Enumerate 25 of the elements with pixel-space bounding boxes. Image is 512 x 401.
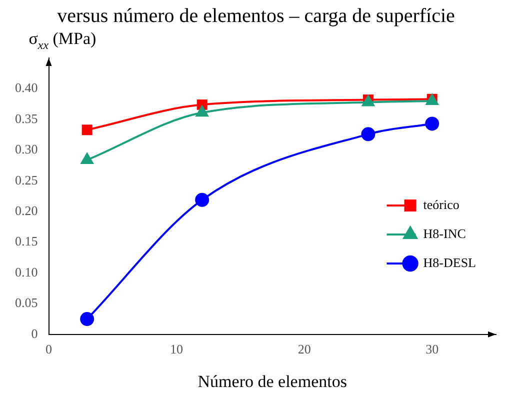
point [425, 116, 440, 131]
point [195, 192, 210, 207]
x-tick-label: 30 [426, 342, 439, 357]
y-tick-label: 0.10 [15, 264, 38, 280]
y-tick-label: 0.30 [15, 142, 38, 157]
y-tick-label: 0.05 [15, 295, 38, 310]
x-tick-label: 20 [298, 342, 311, 357]
legend-label: teórico [423, 196, 460, 212]
legend-label: H8-DESL [423, 254, 476, 270]
y-tick-label: 0 [31, 326, 38, 341]
x-axis-title: Número de elementos [198, 372, 347, 391]
point [82, 124, 92, 136]
x-tick-label: 10 [170, 342, 184, 357]
y-tick-label: 0.40 [15, 80, 38, 96]
y-tick-label: 0.25 [15, 172, 38, 188]
y-tick-label: 0.15 [15, 234, 38, 249]
x-tick-label: 0 [46, 342, 52, 357]
point [196, 106, 208, 117]
y-tick-label: 0.35 [15, 110, 38, 126]
legend-label: H8-INC [423, 226, 466, 241]
point [80, 152, 94, 164]
chart-title: versus número de elementos – carga de superfície [57, 5, 456, 27]
point [361, 127, 376, 142]
point [80, 312, 94, 326]
y-tick-label: 0.20 [15, 202, 38, 218]
